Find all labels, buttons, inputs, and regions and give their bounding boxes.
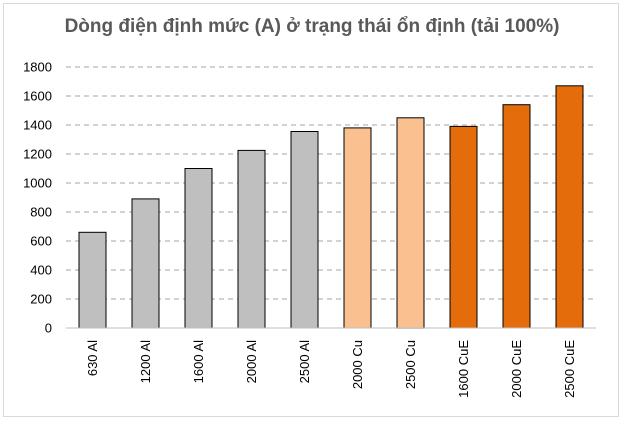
y-tick-label: 1000 — [23, 176, 52, 191]
bar — [290, 131, 319, 329]
x-tick-label: 2000 Al — [244, 340, 259, 383]
x-tick-label: 1600 CuE — [456, 340, 471, 398]
x-tick-label: 2500 Cu — [403, 340, 418, 389]
y-tick-label: 0 — [45, 321, 52, 336]
y-tick-label: 1600 — [23, 89, 52, 104]
y-tick-label: 200 — [30, 292, 52, 307]
y-tick-label: 400 — [30, 263, 52, 278]
bars — [78, 85, 584, 329]
chart-title: Dòng điện định mức (A) ở trạng thái ổn đ… — [64, 16, 560, 37]
bar — [555, 85, 584, 329]
y-tick-label: 1400 — [23, 118, 52, 133]
x-tick-label: 2500 CuE — [562, 340, 577, 398]
y-tick-label: 600 — [30, 234, 52, 249]
y-axis-ticks: 0 200 400 600 800 1000 1200 1400 1600 1800 — [23, 60, 52, 336]
x-tick-label: 630 Al — [85, 340, 100, 376]
y-tick-label: 1800 — [23, 60, 52, 75]
x-tick-label: 2000 Cu — [350, 340, 365, 389]
y-tick-label: 800 — [30, 205, 52, 220]
bar — [396, 117, 425, 329]
bar — [449, 125, 478, 329]
bar — [131, 198, 160, 329]
y-tick-label: 1200 — [23, 147, 52, 162]
bar — [237, 149, 266, 329]
x-tick-label: 1600 Al — [191, 340, 206, 383]
bar — [502, 104, 531, 329]
bar — [78, 231, 107, 329]
bar — [184, 168, 213, 329]
x-tick-label: 2000 CuE — [509, 340, 524, 398]
x-tick-label: 2500 Al — [297, 340, 312, 383]
bar — [343, 127, 372, 329]
x-tick-label: 1200 Al — [138, 340, 153, 383]
x-axis-ticks: 630 Al 1200 Al 1600 Al 2000 Al 2500 Al 2000 C… — [85, 340, 577, 398]
